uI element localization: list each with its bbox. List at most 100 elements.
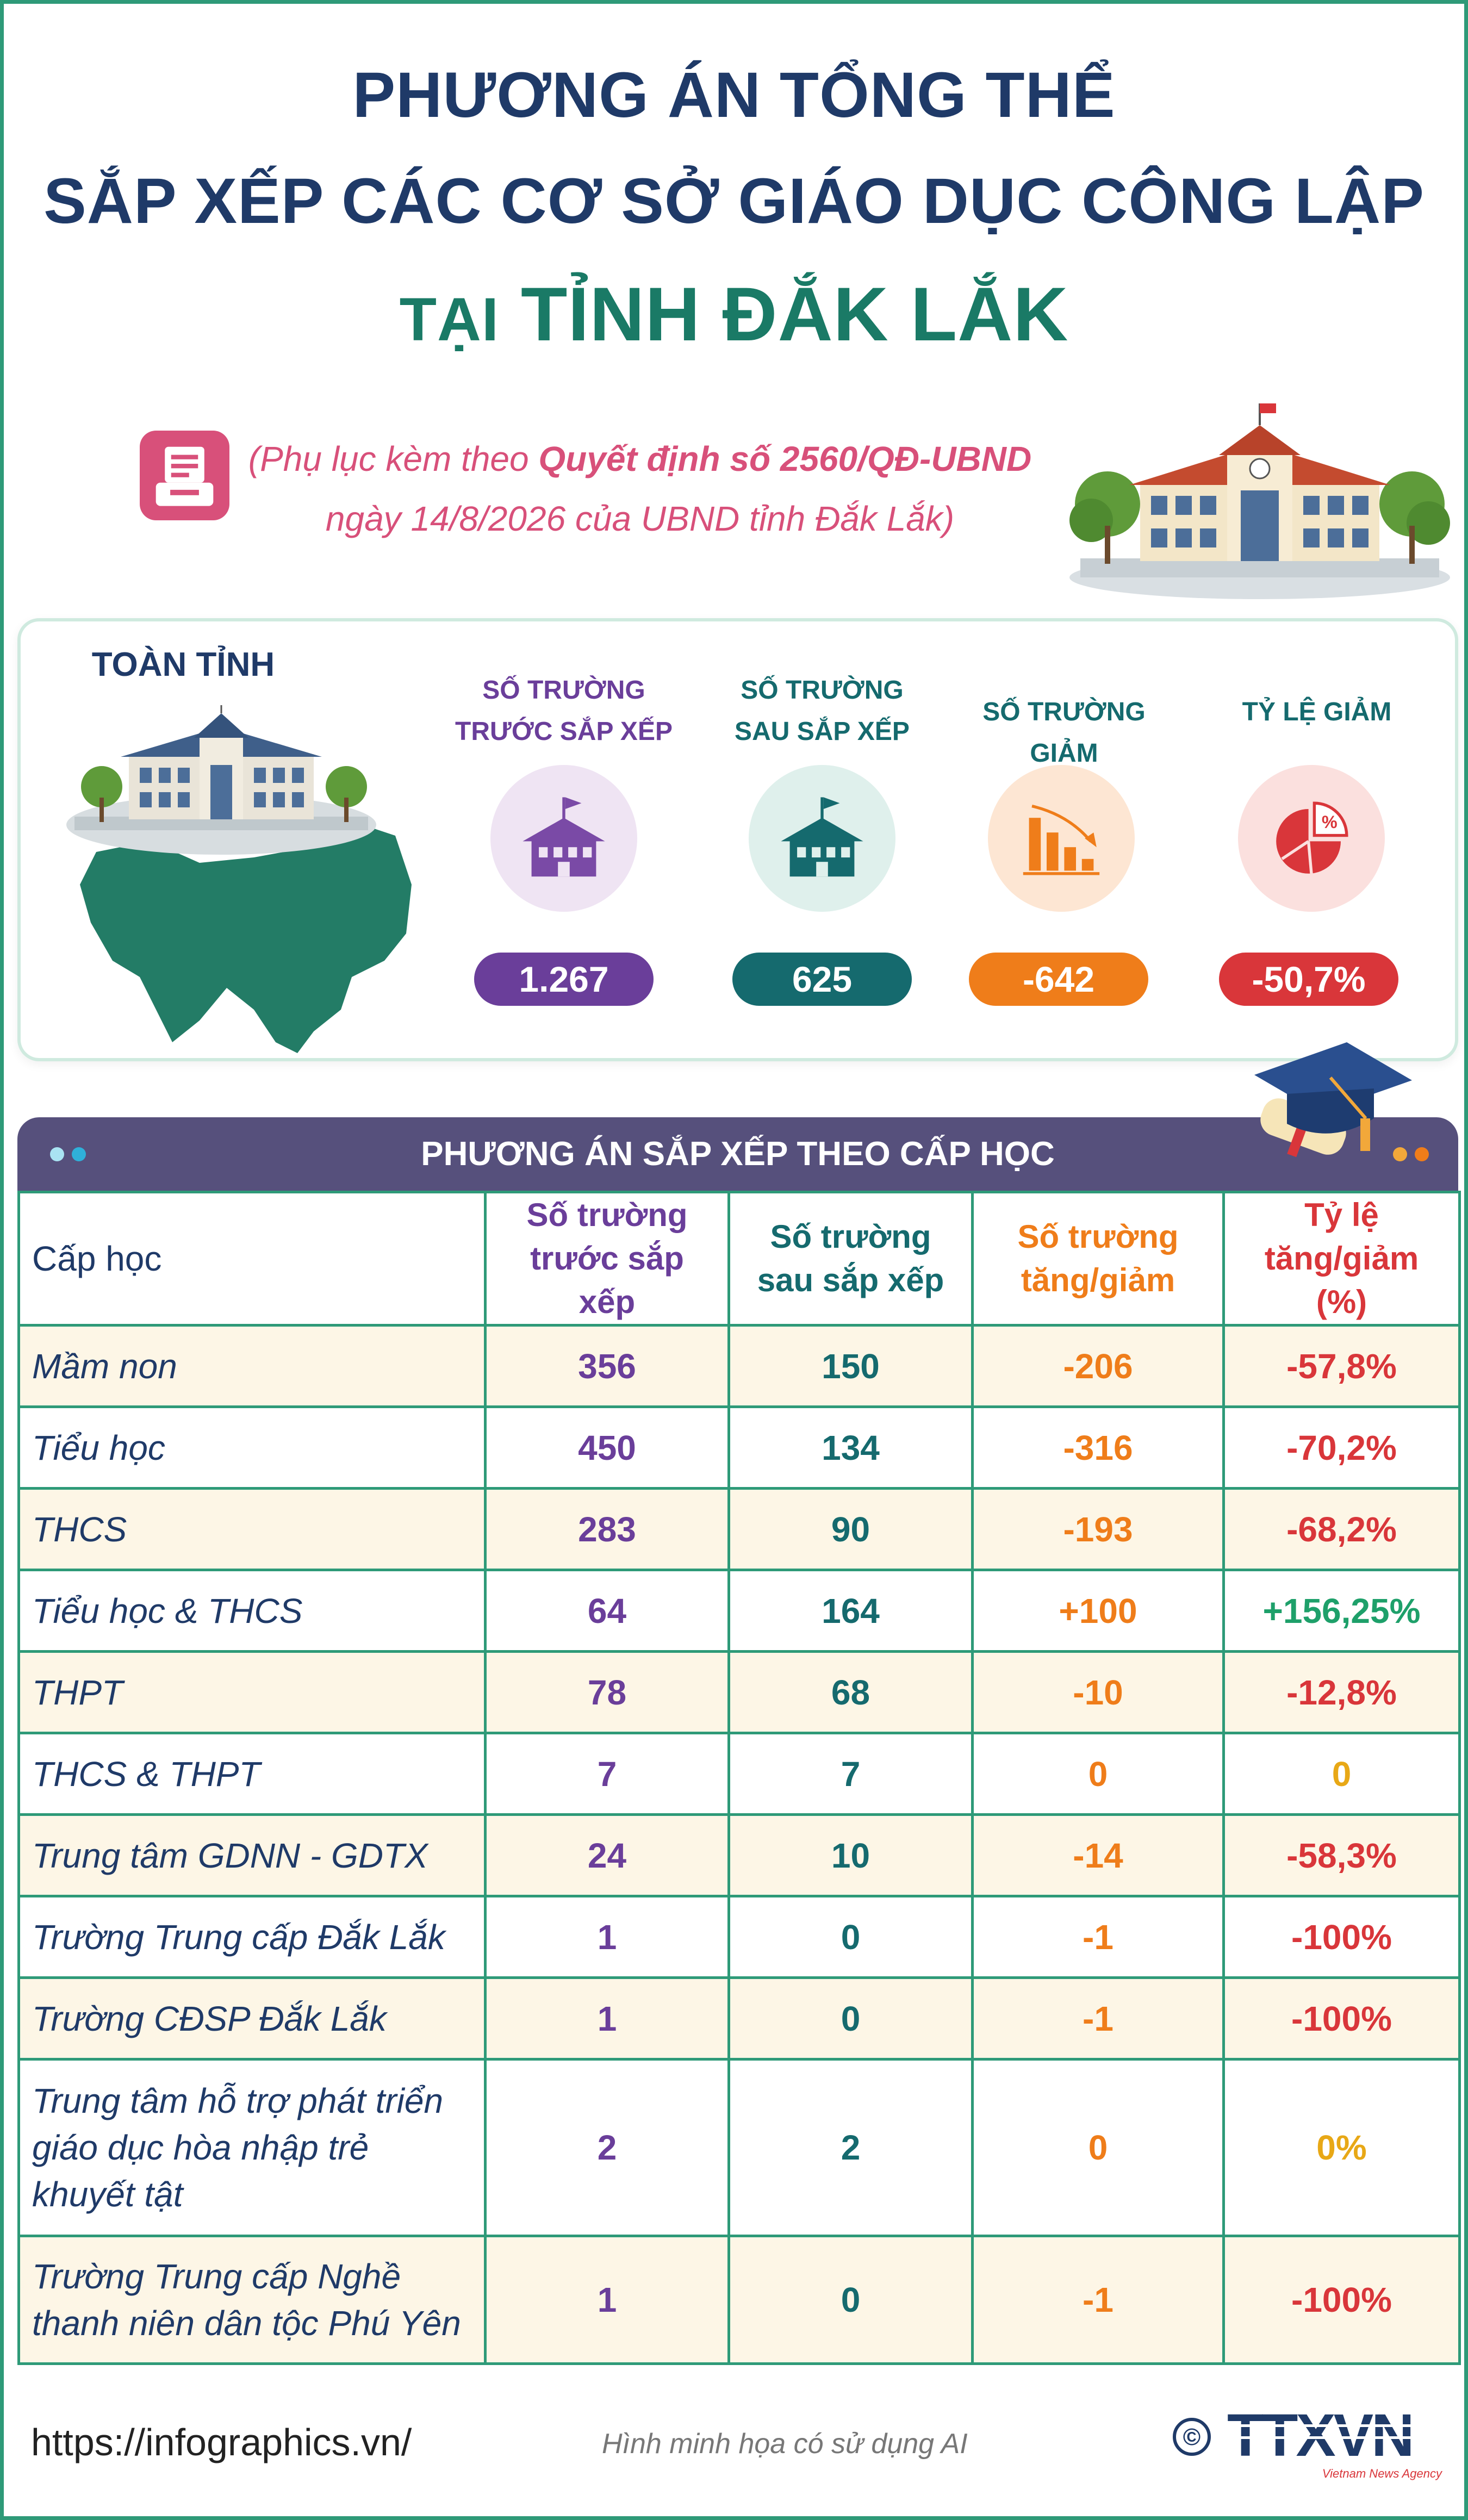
table-row: Tiểu học & THCS 64 164 +100 +156,25% — [17, 1569, 1461, 1653]
school-building-illustration — [1069, 403, 1450, 599]
row-delta: -14 — [971, 1813, 1225, 1897]
svg-text:©: © — [1183, 2424, 1200, 2450]
row-delta: -206 — [971, 1324, 1225, 1408]
row-before: 356 — [484, 1324, 730, 1408]
row-after: 0 — [727, 1976, 974, 2061]
document-icon — [140, 431, 229, 520]
bar-chart-down-icon — [988, 765, 1135, 912]
header-level: Cấp học — [17, 1191, 487, 1327]
row-delta: -1 — [971, 1895, 1225, 1979]
pie-percent-icon: % — [1238, 765, 1385, 912]
row-delta: -10 — [971, 1650, 1225, 1734]
decision-number: Quyết định số 2560/QĐ-UBND — [538, 439, 1032, 478]
title-line-2: SẮP XẾP CÁC CƠ SỞ GIÁO DỤC CÔNG LẬP — [43, 165, 1425, 237]
row-before: 24 — [484, 1813, 730, 1897]
stat-reduced-value: -642 — [969, 953, 1148, 1006]
table-row: THCS 283 90 -193 -68,2% — [17, 1487, 1461, 1571]
row-rate: -70,2% — [1222, 1405, 1461, 1490]
row-after: 68 — [727, 1650, 974, 1734]
ttxvn-logo: © TTXVN Vietnam News Agency — [1173, 2402, 1443, 2480]
row-rate: -57,8% — [1222, 1324, 1461, 1408]
row-level: Trường Trung cấp Đắk Lắk — [17, 1895, 487, 1979]
table-row: THPT 78 68 -10 -12,8% — [17, 1650, 1461, 1734]
row-delta: -1 — [971, 2235, 1225, 2365]
stat-before-label: SỐ TRƯỜNG TRƯỚC SẮP XẾP — [455, 676, 673, 746]
row-before: 283 — [484, 1487, 730, 1571]
row-after: 134 — [727, 1405, 974, 1490]
row-before: 1 — [484, 2235, 730, 2365]
row-rate: +156,25% — [1222, 1569, 1461, 1653]
row-delta: -1 — [971, 1976, 1225, 2061]
table-row: Trung tâm hỗ trợ phát triển giáo dục hòa… — [17, 2058, 1461, 2237]
ai-illustration-note: Hình minh họa có sử dụng AI — [602, 2428, 968, 2460]
row-level: Trung tâm GDNN - GDTX — [17, 1813, 487, 1897]
row-rate: -12,8% — [1222, 1650, 1461, 1734]
row-before: 64 — [484, 1569, 730, 1653]
row-after: 0 — [727, 2235, 974, 2365]
row-rate: -100% — [1222, 1976, 1461, 2061]
row-rate: 0% — [1222, 2058, 1461, 2237]
header-after: Số trường sau sắp xếp — [727, 1191, 974, 1327]
province-label: TOÀN TỈNH — [91, 646, 275, 683]
row-level: Tiểu học — [17, 1405, 487, 1490]
row-before: 1 — [484, 1895, 730, 1979]
stat-rate-label: TỶ LỆ GIẢM — [1242, 698, 1392, 726]
svg-text:%: % — [1322, 812, 1338, 832]
row-before: 1 — [484, 1976, 730, 2061]
stat-rate-value: -50,7% — [1219, 953, 1398, 1006]
row-before: 450 — [484, 1405, 730, 1490]
stat-after-label: SỐ TRƯỜNG SAU SẮP XẾP — [735, 676, 910, 746]
title-line-3: TẠI TỈNH ĐẮK LẮK — [4, 270, 1464, 358]
row-before: 2 — [484, 2058, 730, 2237]
stat-after-value: 625 — [732, 953, 912, 1006]
row-rate: -68,2% — [1222, 1487, 1461, 1571]
row-delta: -316 — [971, 1405, 1225, 1490]
table-row: Trung tâm GDNN - GDTX 24 10 -14 -58,3% — [17, 1813, 1461, 1897]
decision-prefix: (Phụ lục kèm theo — [248, 439, 539, 478]
table-row: Trường Trung cấp Đắk Lắk 1 0 -1 -100% — [17, 1895, 1461, 1979]
decision-line-1: (Phụ lục kèm theo Quyết định số 2560/QĐ-… — [232, 439, 1048, 479]
row-rate: -58,3% — [1222, 1813, 1461, 1897]
header-delta: Số trường tăng/giảm — [971, 1191, 1225, 1327]
svg-text:TTXVN: TTXVN — [1227, 2402, 1413, 2469]
row-level: Tiểu học & THCS — [17, 1569, 487, 1653]
title-prefix: TẠI — [399, 285, 500, 353]
province-map-illustration — [66, 705, 412, 1053]
levels-table: Cấp học Số trường trước sắp xếp Số trường… — [17, 1191, 1461, 2365]
table-row: Tiểu học 450 134 -316 -70,2% — [17, 1405, 1461, 1490]
row-after: 7 — [727, 1732, 974, 1816]
row-after: 150 — [727, 1324, 974, 1408]
row-after: 10 — [727, 1813, 974, 1897]
decision-line-2: ngày 14/8/2026 của UBND tỉnh Đắk Lắk) — [325, 499, 955, 538]
table-row: Trường CĐSP Đắk Lắk 1 0 -1 -100% — [17, 1976, 1461, 2061]
table-header-row: Cấp học Số trường trước sắp xếp Số trường… — [17, 1191, 1461, 1327]
school-icon — [490, 765, 637, 912]
table-header-bar: PHƯƠNG ÁN SẮP XẾP THEO CẤP HỌC — [17, 1117, 1458, 1191]
svg-text:Vietnam News Agency: Vietnam News Agency — [1322, 2467, 1443, 2480]
row-before: 7 — [484, 1732, 730, 1816]
row-rate: 0 — [1222, 1732, 1461, 1816]
row-delta: 0 — [971, 2058, 1225, 2237]
row-after: 90 — [727, 1487, 974, 1571]
row-after: 2 — [727, 2058, 974, 2237]
school-icon — [749, 765, 895, 912]
table-row: Mầm non 356 150 -206 -57,8% — [17, 1324, 1461, 1408]
header-rate: Tỷ lệ tăng/giảm (%) — [1222, 1191, 1461, 1327]
header-before: Số trường trước sắp xếp — [484, 1191, 730, 1327]
title-province: TỈNH ĐẮK LẮK — [520, 271, 1069, 357]
stat-before-value: 1.267 — [474, 953, 654, 1006]
row-level: THPT — [17, 1650, 487, 1734]
stat-reduced-label: SỐ TRƯỜNG GIẢM — [982, 698, 1146, 768]
row-level: Trường Trung cấp Nghề thanh niên dân tộc… — [17, 2235, 487, 2365]
row-rate: -100% — [1222, 1895, 1461, 1979]
row-rate: -100% — [1222, 2235, 1461, 2365]
row-after: 164 — [727, 1569, 974, 1653]
graduation-cap-icon — [1254, 1042, 1412, 1158]
row-level: THCS & THPT — [17, 1732, 487, 1816]
table-row: Trường Trung cấp Nghề thanh niên dân tộc… — [17, 2235, 1461, 2365]
row-delta: 0 — [971, 1732, 1225, 1816]
table-row: THCS & THPT 7 7 0 0 — [17, 1732, 1461, 1816]
footer-url-link[interactable]: https://infographics.vn/ — [31, 2421, 412, 2463]
table-title: PHƯƠNG ÁN SẮP XẾP THEO CẤP HỌC — [421, 1135, 1055, 1173]
title-line-1: PHƯƠNG ÁN TỔNG THỂ — [352, 59, 1116, 131]
